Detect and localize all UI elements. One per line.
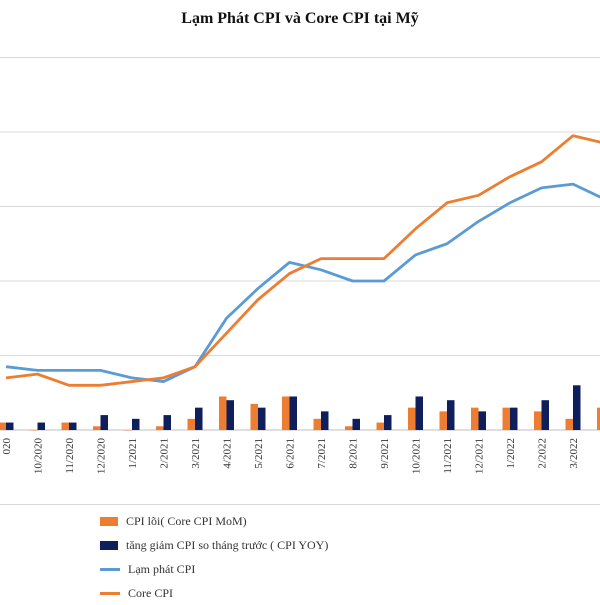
bar — [321, 411, 329, 430]
x-tick-label: 10/2020 — [33, 438, 45, 475]
bar — [290, 396, 298, 430]
bar — [573, 385, 581, 430]
gridlines — [0, 58, 600, 505]
bar — [251, 404, 259, 430]
x-axis-tick-labels: 020 10/2020 11/2020 12/2020 1/2021 2/2021 3/20… — [1, 438, 600, 475]
bar — [479, 411, 487, 430]
bar — [195, 408, 203, 430]
bar — [62, 423, 70, 430]
bar — [345, 426, 353, 430]
bar — [510, 408, 518, 430]
x-tick-label: 020 — [1, 438, 13, 455]
bar — [132, 419, 140, 430]
legend: CPI lõi( Core CPI MoM) tăng giảm CPI so … — [100, 509, 328, 605]
bar — [30, 430, 38, 431]
x-tick-label: 10/2021 — [411, 438, 423, 474]
x-tick-label: 1/2022 — [505, 438, 517, 469]
x-tick-label: 5/2021 — [253, 438, 265, 469]
bar — [69, 423, 77, 430]
x-tick-label: 3/2021 — [190, 438, 202, 469]
x-tick-label: 9/2021 — [379, 438, 391, 469]
x-tick-label: 6/2021 — [285, 438, 297, 469]
line-series — [6, 136, 600, 386]
bar — [93, 426, 101, 430]
bar — [6, 423, 14, 430]
bar — [503, 408, 511, 430]
legend-item-cpi-yoy: tăng giảm CPI so tháng trước ( CPI YOY) — [100, 533, 328, 557]
x-tick-label: 12/2020 — [96, 438, 108, 475]
bar — [447, 400, 455, 430]
x-tick-label: 2/2022 — [537, 438, 549, 469]
legend-label: CPI lõi( Core CPI MoM) — [126, 514, 247, 529]
bar — [440, 411, 448, 430]
bar — [408, 408, 416, 430]
legend-swatch — [100, 541, 118, 550]
bar — [566, 419, 574, 430]
series-line — [6, 184, 600, 381]
x-tick-label: 12/2021 — [474, 438, 486, 474]
bar — [188, 419, 196, 430]
legend-item-cpi-inflation: Lạm phát CPI — [100, 557, 328, 581]
bar — [314, 419, 322, 430]
bar — [125, 430, 133, 431]
x-tick-label: 2/2021 — [159, 438, 171, 469]
x-tick-label: 1/2021 — [127, 438, 139, 469]
bar — [282, 396, 290, 430]
bar — [542, 400, 550, 430]
legend-item-core-cpi: Core CPI — [100, 581, 328, 605]
legend-item-core-cpi-mom: CPI lõi( Core CPI MoM) — [100, 509, 328, 533]
legend-label: Core CPI — [128, 586, 173, 601]
bar — [384, 415, 392, 430]
x-tick-label: 11/2020 — [64, 438, 76, 474]
bar — [156, 426, 164, 430]
bar — [377, 423, 385, 430]
bar — [219, 396, 227, 430]
bar — [164, 415, 172, 430]
bar — [38, 423, 46, 430]
series-line — [6, 136, 600, 386]
bar — [227, 400, 235, 430]
bar — [258, 408, 266, 430]
x-tick-label: 11/2021 — [442, 438, 454, 474]
legend-swatch — [100, 568, 120, 571]
bar — [0, 423, 6, 430]
x-tick-label: 3/2022 — [568, 438, 580, 469]
legend-label: tăng giảm CPI so tháng trước ( CPI YOY) — [126, 538, 328, 553]
legend-swatch — [100, 517, 118, 526]
bar — [101, 415, 109, 430]
bar — [534, 411, 542, 430]
bar — [416, 396, 424, 430]
legend-label: Lạm phát CPI — [128, 562, 195, 577]
legend-swatch — [100, 592, 120, 595]
x-tick-label: 4/2021 — [222, 438, 234, 469]
bar — [353, 419, 361, 430]
bar-series — [0, 385, 600, 430]
x-tick-label: 8/2021 — [348, 438, 360, 469]
x-tick-label: 7/2021 — [316, 438, 328, 469]
bar — [471, 408, 479, 430]
